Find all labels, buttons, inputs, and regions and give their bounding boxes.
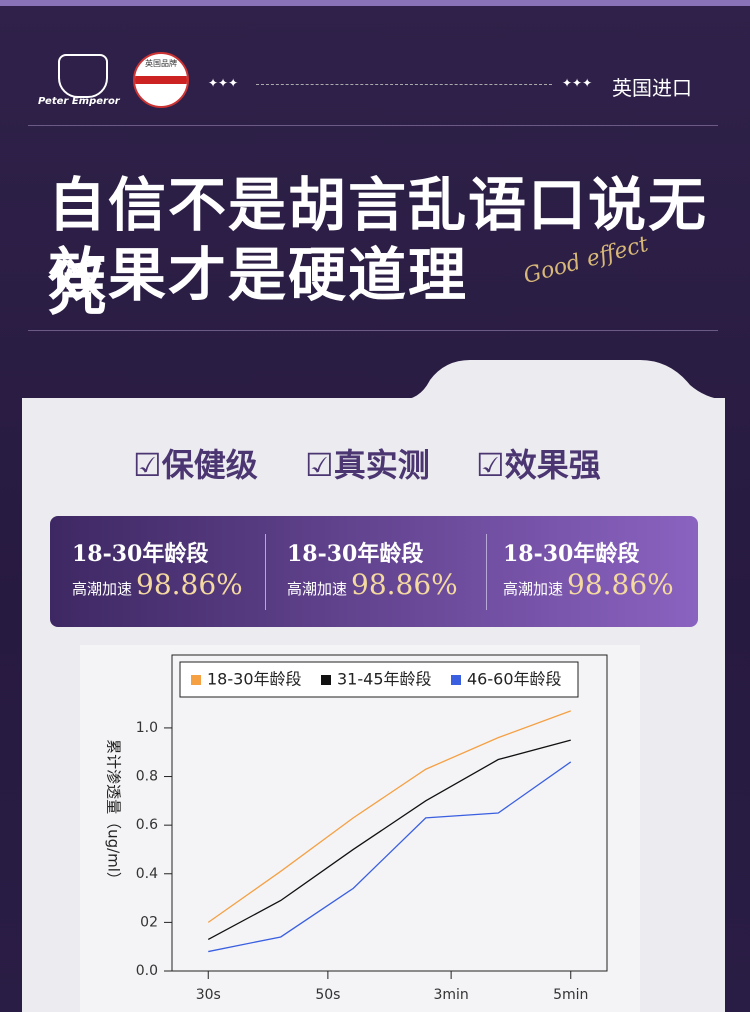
x-tick-label: 30s: [196, 987, 221, 1003]
stat-group: 18-30年龄段: [287, 541, 424, 567]
origin: 英国进口: [612, 76, 692, 100]
x-tick-label: 50s: [315, 987, 340, 1003]
stat: 18-30年龄段 高潮加速 98.86%: [287, 536, 497, 601]
feature: ☑真实测: [305, 446, 430, 484]
y-tick-label: 1.0: [136, 720, 158, 736]
stat-group: 18-30年龄段: [72, 541, 209, 567]
stars: ✦✦✦: [562, 76, 593, 90]
series-line: [208, 761, 572, 953]
stat-group: 18-30年龄段: [503, 541, 640, 567]
plot-frame: [171, 654, 608, 972]
y-tick-label: 0.8: [136, 769, 158, 785]
x-tick-label: 3min: [433, 987, 468, 1003]
badge: 英国品牌: [133, 52, 189, 108]
y-tick-label: 02: [140, 914, 158, 930]
legend-swatch: [321, 675, 331, 685]
legend-label: 46-60年龄段: [467, 670, 562, 689]
logo: [58, 54, 108, 98]
feature: ☑效果强: [476, 446, 601, 484]
divider: [28, 330, 718, 331]
legend-swatch: [451, 675, 461, 685]
badge-text: 英国品牌: [145, 59, 177, 68]
stat-value: 98.86%: [351, 568, 458, 601]
stats-card: [50, 516, 698, 627]
stat-value: 98.86%: [567, 568, 674, 601]
series-line: [207, 739, 571, 940]
stat-label: 高潮加速: [287, 580, 348, 598]
dash: [256, 84, 552, 89]
legend-label: 18-30年龄段: [207, 670, 302, 689]
divider: [28, 125, 718, 126]
brand: Peter Emperor: [38, 96, 120, 107]
top-band: [0, 0, 750, 6]
x-tick-label: 5min: [553, 987, 588, 1003]
headline: 效果才是硬道理: [48, 241, 469, 309]
y-tick-label: 0.6: [136, 817, 158, 833]
divider: [486, 534, 487, 610]
y-tick-label: 0.4: [136, 866, 158, 882]
panel-tab: [22, 360, 725, 405]
headline: 自信不是胡言乱语口说无凭: [48, 171, 709, 323]
stars: ✦✦✦: [208, 76, 239, 90]
stat-label: 高潮加速: [503, 580, 564, 598]
y-tick-label: 0.0: [136, 963, 158, 979]
series-line: [207, 710, 571, 923]
y-axis-label: 累计渗透量（ug/ml）: [105, 739, 123, 887]
feature-text: 真实测: [333, 446, 430, 484]
legend-label: 31-45年龄段: [337, 670, 432, 689]
legend-swatch: [191, 675, 201, 685]
stat-value: 98.86%: [136, 568, 243, 601]
stat: 18-30年龄段 高潮加速 98.86%: [72, 536, 282, 601]
chart-panel: [80, 645, 640, 1012]
legend: [179, 661, 579, 698]
divider: [265, 534, 266, 610]
feature-text: 保健级: [161, 446, 258, 484]
stat: 18-30年龄段 高潮加速 98.86%: [503, 536, 713, 601]
feature: ☑保健级: [133, 446, 258, 484]
stat-label: 高潮加速: [72, 580, 133, 598]
feature-text: 效果强: [504, 446, 601, 484]
